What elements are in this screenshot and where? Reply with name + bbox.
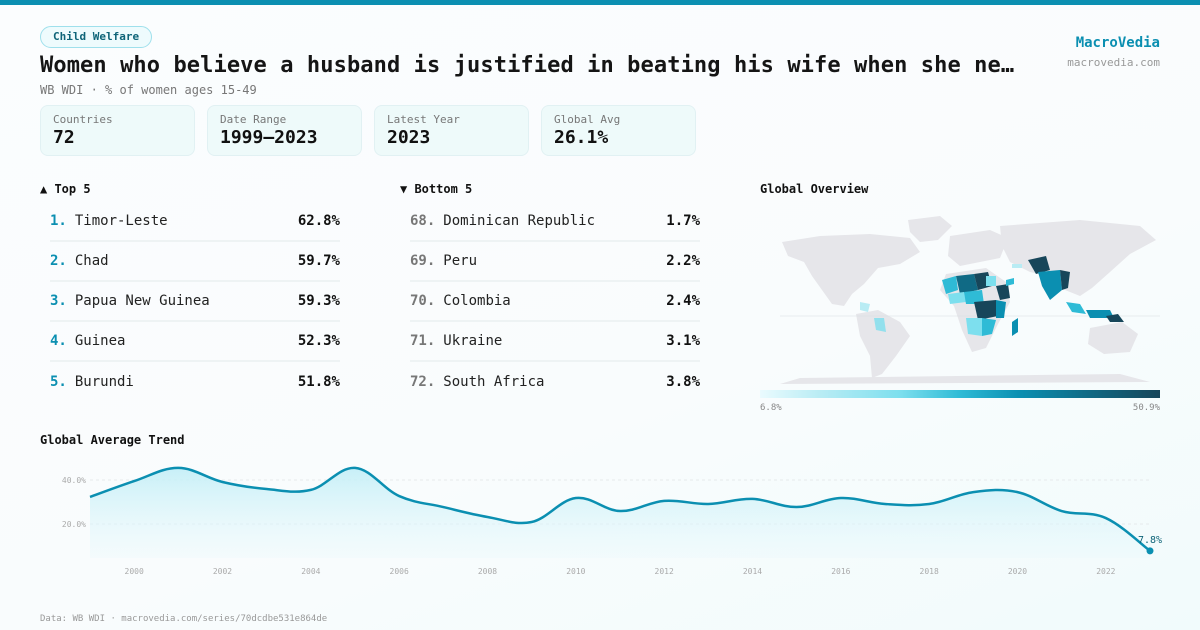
rank: 69. <box>410 253 436 269</box>
brand-url[interactable]: macrovedia.com <box>1067 56 1160 69</box>
list-item[interactable]: 70. Colombia 2.4% <box>410 282 700 322</box>
stat-label: Countries <box>53 113 113 126</box>
stat-value: 72 <box>53 127 75 148</box>
list-item[interactable]: 71. Ukraine 3.1% <box>410 322 700 362</box>
country-value: 51.8% <box>297 374 340 390</box>
country-value: 52.3% <box>297 333 340 349</box>
list-item[interactable]: 4. Guinea 52.3% <box>50 322 340 362</box>
list-item[interactable]: 2. Chad 59.7% <box>50 242 340 282</box>
country-value: 1.7% <box>666 213 700 229</box>
country-value: 2.2% <box>666 253 700 269</box>
country-value: 59.3% <box>297 293 340 309</box>
data-countries <box>860 256 1124 336</box>
country-value: 62.8% <box>297 213 340 229</box>
last-point-label: 7.8% <box>1138 535 1162 546</box>
country-name: Dominican Republic <box>443 213 596 229</box>
brand: MacroVedia macrovedia.com <box>1067 35 1160 69</box>
country-name: Ukraine <box>443 333 503 349</box>
list-item[interactable]: 72. South Africa 3.8% <box>410 362 700 402</box>
trend-line <box>89 466 1151 552</box>
map-title: Global Overview <box>760 182 869 196</box>
x-tick-label: 2004 <box>301 567 320 576</box>
trend-title: Global Average Trend <box>40 433 185 447</box>
list-item[interactable]: 1. Timor-Leste 62.8% <box>50 202 340 242</box>
stat-value: 26.1% <box>554 127 609 148</box>
country-name: Timor-Leste <box>74 213 168 229</box>
country-name: Burundi <box>74 374 134 390</box>
rank: 70. <box>410 293 436 309</box>
x-tick-label: 2000 <box>125 567 144 576</box>
stat-card-latest-year: Latest Year 2023 <box>374 105 529 156</box>
x-tick-label: 2006 <box>390 567 409 576</box>
stat-value: 2023 <box>387 127 431 148</box>
stat-label: Date Range <box>220 113 287 126</box>
last-point-marker <box>1146 547 1154 555</box>
global-overview: Global Overview <box>760 182 1160 413</box>
list-item[interactable]: 69. Peru 2.2% <box>410 242 700 282</box>
country-name: Papua New Guinea <box>74 293 210 309</box>
rank: 72. <box>410 374 436 390</box>
rank: 1. <box>50 213 67 229</box>
category-badge[interactable]: Child Welfare <box>40 26 153 48</box>
x-tick-label: 2018 <box>920 567 939 576</box>
country-value: 2.4% <box>666 293 700 309</box>
color-scale-bar <box>760 390 1160 398</box>
stat-value: 1999–2023 <box>220 127 318 148</box>
x-axis-ticks: 2000 2002 2004 2006 2008 2010 2012 2014 2016 2018… <box>125 567 1116 576</box>
land-masses <box>780 216 1156 384</box>
y-tick-label: 40.0% <box>62 476 86 485</box>
list-item[interactable]: 3. Papua New Guinea 59.3% <box>50 282 340 322</box>
stats-row: Countries 72 Date Range 1999–2023 Latest… <box>40 105 696 156</box>
x-tick-label: 2014 <box>743 567 762 576</box>
country-value: 3.1% <box>666 333 700 349</box>
brand-name[interactable]: MacroVedia <box>1075 35 1160 51</box>
rank: 2. <box>50 253 67 269</box>
rank: 71. <box>410 333 436 349</box>
x-tick-label: 2002 <box>213 567 232 576</box>
footer-source: Data: WB WDI · macrovedia.com/series/70d… <box>40 614 328 624</box>
country-value: 59.7% <box>297 253 340 269</box>
x-tick-label: 2008 <box>478 567 497 576</box>
list-item[interactable]: 5. Burundi 51.8% <box>50 362 340 402</box>
world-map[interactable] <box>760 206 1160 386</box>
page-subtitle: WB WDI · % of women ages 15-49 <box>40 83 257 97</box>
country-name: Chad <box>74 253 109 269</box>
legend-min: 6.8% <box>760 403 782 413</box>
y-axis-ticks: 20.0% 40.0% <box>62 476 86 529</box>
y-tick-label: 20.0% <box>62 520 86 529</box>
legend-max: 50.9% <box>1132 403 1160 413</box>
country-name: Colombia <box>443 293 511 309</box>
rank: 3. <box>50 293 67 309</box>
country-name: South Africa <box>443 374 545 390</box>
top5-list: ▲ Top 5 1. Timor-Leste 62.8% 2. Chad 59.… <box>40 182 340 402</box>
rank: 68. <box>410 213 436 229</box>
rank: 5. <box>50 374 67 390</box>
stat-card-date-range: Date Range 1999–2023 <box>207 105 362 156</box>
page-title: Women who believe a husband is justified… <box>40 53 1015 78</box>
x-tick-label: 2016 <box>831 567 850 576</box>
stat-label: Latest Year <box>387 113 460 126</box>
rank: 4. <box>50 333 67 349</box>
x-tick-label: 2010 <box>566 567 585 576</box>
bottom5-heading: ▼ Bottom 5 <box>400 182 473 196</box>
x-tick-label: 2020 <box>1008 567 1027 576</box>
country-name: Peru <box>443 253 478 269</box>
stat-card-countries: Countries 72 <box>40 105 195 156</box>
top5-heading: ▲ Top 5 <box>40 182 91 196</box>
stat-card-global-avg: Global Avg 26.1% <box>541 105 696 156</box>
trend-area <box>90 467 1150 558</box>
trend-chart[interactable]: 20.0% 40.0% 7.8% 2000 2002 2004 2006 2008 2010… <box>0 450 1200 590</box>
list-item[interactable]: 68. Dominican Republic 1.7% <box>410 202 700 242</box>
stat-label: Global Avg <box>554 113 621 126</box>
country-value: 3.8% <box>666 374 700 390</box>
x-tick-label: 2012 <box>655 567 674 576</box>
x-tick-label: 2022 <box>1096 567 1115 576</box>
top-accent-bar <box>0 0 1200 5</box>
country-name: Guinea <box>74 333 126 349</box>
bottom5-list: ▼ Bottom 5 68. Dominican Republic 1.7% 6… <box>400 182 700 402</box>
